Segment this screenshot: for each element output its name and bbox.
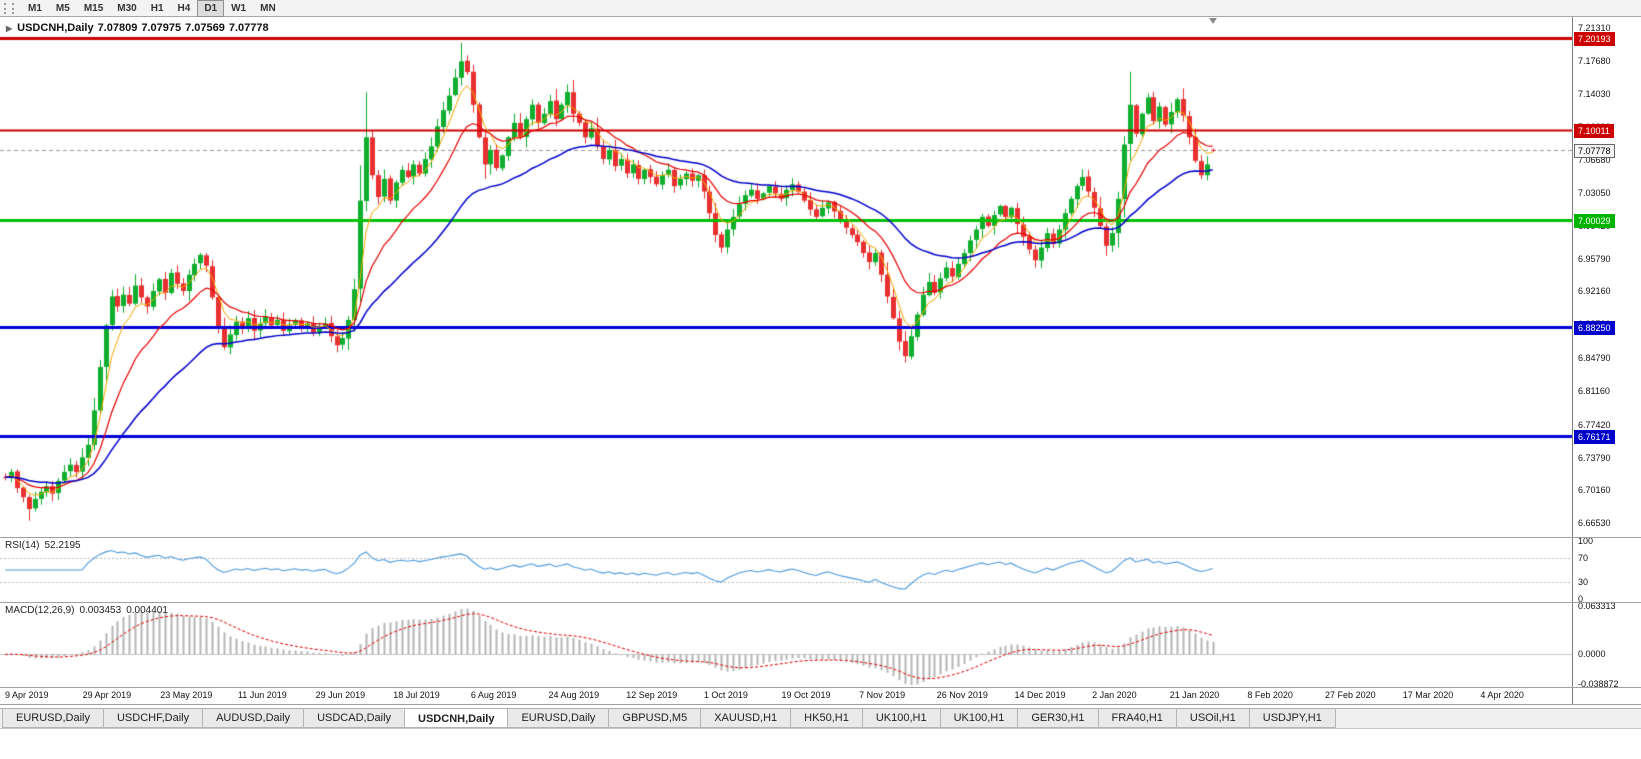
chart-tab[interactable]: USOil,H1 [1175,709,1250,728]
macd-axis-tick: 0.063313 [1578,601,1616,611]
macd-axis-tick: 0.0000 [1578,649,1606,660]
price-axis-tick: 6.81160 [1578,385,1610,396]
price-axis-tick: 6.70160 [1578,485,1611,496]
date-axis-label: 9 Apr 2019 [5,690,49,700]
price-axis-tick: 6.77420 [1578,419,1611,430]
chart-tab[interactable]: GBPUSD,M5 [608,709,702,728]
macd-name: MACD(12,26,9) [5,605,75,616]
date-axis-label: 21 Jan 2020 [1169,690,1220,700]
chart-tab[interactable]: USDCNH,Daily [404,709,509,728]
chart-tab[interactable]: EURUSD,Daily [2,709,104,728]
price-level-badge: 7.07778 [1574,144,1615,159]
timeframe-button-m5[interactable]: M5 [55,2,70,14]
price-level-badge: 7.20193 [1574,31,1615,46]
chart-tab-bar: EURUSD,Daily USDCHF,Daily AUDUSD,Daily USDC… [0,708,1641,729]
timeframe-buttons: M1 M5 M15 M30 H1 H4 D1 W1 MN [21,0,283,17]
timeframe-button-h1[interactable]: H1 [150,2,164,14]
chart-tab[interactable]: USDCHF,Daily [102,709,204,728]
ohlc-high-value: 7.07975 [141,22,182,34]
ohlc-close-value: 7.07778 [228,22,269,34]
price-axis-tick: 7.06680 [1578,155,1611,166]
date-axis-label: 17 Mar 2020 [1402,690,1454,700]
date-axis-label: 11 Jun 2019 [237,690,287,700]
macd-signal-value: 0.004401 [126,605,168,616]
chart-tab[interactable]: UK100,H1 [939,709,1019,728]
chart-tab[interactable]: XAUUSD,H1 [700,709,792,728]
panel-divider[interactable] [0,602,1641,603]
chart-symbol-label: USDCNH,Daily [17,22,94,34]
price-level-badge: 7.00029 [1574,214,1615,229]
rsi-axis-tick: 70 [1578,553,1589,564]
rsi-indicator-canvas[interactable] [0,538,1572,602]
macd-indicator-canvas[interactable] [0,603,1572,687]
date-axis-label: 12 Sep 2019 [626,690,678,700]
timeframe-button-d1[interactable]: D1 [197,0,225,17]
price-axis-tick: 6.66530 [1578,518,1611,529]
macd-indicator-label: MACD(12,26,9) 0.003453 0.004401 [5,605,173,616]
timeframe-button-h4[interactable]: H4 [177,2,191,14]
chart-tab[interactable]: USDJPY,H1 [1248,709,1336,728]
timeframe-button-m15[interactable]: M15 [83,2,104,14]
price-axis-tick: 7.17680 [1578,55,1611,66]
date-axis-label: 26 Nov 2019 [936,690,988,700]
price-level-badge: 6.88250 [1574,320,1615,335]
price-axis-tick: 6.92160 [1578,286,1611,297]
rsi-indicator-label: RSI(14) 52.2195 [5,540,86,551]
date-axis-label: 8 Feb 2020 [1247,690,1293,700]
ohlc-low-value: 7.07569 [185,22,225,34]
date-axis-label: 29 Jun 2019 [315,690,366,700]
rsi-value: 52.2195 [44,540,81,551]
chart-tab[interactable]: USDCAD,Daily [303,709,406,728]
date-axis-label: 19 Oct 2019 [781,690,831,700]
date-axis-label: 7 Nov 2019 [859,690,906,700]
date-axis-label: 24 Aug 2019 [548,690,600,700]
chart-shift-marker-icon[interactable] [1209,18,1217,24]
price-axis[interactable]: 7.213107.176807.140307.103907.066807.030… [1572,17,1641,704]
chart-tab[interactable]: EURUSD,Daily [507,709,610,728]
chart-tab[interactable]: HK50,H1 [790,709,863,728]
ohlc-open-value: 7.07809 [97,22,138,34]
rsi-axis-tick: 0 [1578,594,1584,604]
macd-axis-tick: -0.038872 [1578,679,1619,689]
chart-ohlc-title: ▶ USDCNH,Daily 7.07809 7.07975 7.07569 7.0777… [6,22,273,34]
panel-divider[interactable] [0,687,1641,688]
date-axis-label: 2 Jan 2020 [1092,690,1137,700]
date-axis-label: 27 Feb 2020 [1325,690,1376,700]
price-axis-tick: 6.95790 [1578,253,1611,264]
price-axis-tick: 6.73790 [1578,452,1611,463]
timeframe-button-w1[interactable]: W1 [231,2,247,14]
date-axis-label: 18 Jul 2019 [393,690,440,700]
chart-tab[interactable]: AUDUSD,Daily [202,709,305,728]
price-axis-tick: 7.14030 [1578,88,1611,99]
date-axis-label: 14 Dec 2019 [1014,690,1066,700]
price-level-badge: 6.76171 [1574,429,1615,444]
chart-tab[interactable]: FRA40,H1 [1097,709,1177,728]
rsi-name: RSI(14) [5,540,40,551]
rsi-axis-tick: 30 [1578,576,1589,587]
price-level-badge: 7.10011 [1574,123,1614,138]
date-axis-label: 29 Apr 2019 [82,690,132,700]
price-axis-tick: 7.21310 [1578,22,1611,33]
timeframe-button-m1[interactable]: M1 [28,2,42,14]
timeframe-button-mn[interactable]: MN [260,2,276,14]
time-axis[interactable]: 9 Apr 2019 29 Apr 2019 23 May 2019 11 Jun 2… [0,688,1572,704]
main-price-chart-canvas[interactable] [0,17,1572,537]
price-axis-tick: 6.84790 [1578,353,1611,364]
price-axis-tick: 7.03050 [1578,187,1611,198]
timeframe-toolbar: M1 M5 M15 M30 H1 H4 D1 W1 MN [0,0,1641,17]
date-axis-label: 4 Apr 2020 [1480,690,1524,700]
toolbar-grip-icon[interactable] [4,2,14,14]
chart-tab[interactable]: UK100,H1 [861,709,941,728]
macd-main-value: 0.003453 [79,605,122,616]
timeframe-button-m30[interactable]: M30 [117,2,137,14]
one-click-trading-arrow-icon[interactable]: ▶ [6,24,13,33]
date-axis-label: 23 May 2019 [160,690,213,700]
date-axis-label: 6 Aug 2019 [470,690,517,700]
date-axis-label: 1 Oct 2019 [703,690,748,700]
chart-tab[interactable]: GER30,H1 [1017,709,1099,728]
rsi-axis-tick: 100 [1578,536,1594,546]
panel-divider[interactable] [0,537,1641,538]
window-bottom-border [0,704,1641,705]
